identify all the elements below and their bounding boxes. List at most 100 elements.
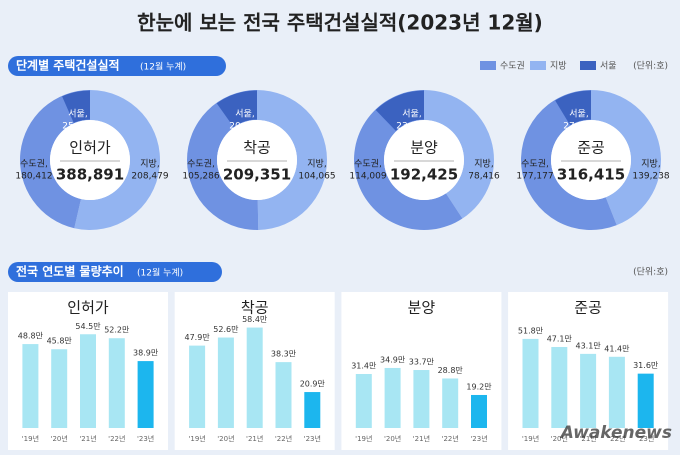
- legend-label: 서울: [600, 61, 617, 72]
- donut-total: 209,351: [223, 166, 291, 184]
- bar: [355, 373, 372, 428]
- bar-value-label: 31.6만: [633, 361, 659, 370]
- slice-name: 수도권,: [354, 158, 382, 170]
- x-tick-label: '23년: [137, 434, 154, 443]
- donut-slice: [375, 90, 424, 131]
- section-note: (12월 누계): [140, 61, 186, 73]
- page-title: 한눈에 보는 전국 주택건설실적(2023년 12월): [137, 11, 543, 35]
- donut-slice: [62, 90, 90, 123]
- bar-value-label: 28.8만: [438, 366, 464, 375]
- slice-value: 139,238: [632, 172, 669, 182]
- slice-name: 지방,: [641, 159, 660, 170]
- x-tick-label: '22년: [108, 434, 125, 443]
- legend-swatch: [580, 61, 596, 70]
- bar-value-label: 54.5만: [75, 322, 101, 331]
- slice-value: 25,567: [62, 122, 94, 132]
- bar: [22, 344, 39, 428]
- legend-swatch: [530, 61, 546, 70]
- bar-value-label: 20.9만: [300, 380, 326, 389]
- panel-title: 착공: [241, 299, 269, 317]
- donut-total: 388,891: [56, 166, 124, 184]
- donut-slice: [555, 90, 591, 126]
- slice-value: 104,065: [298, 172, 335, 182]
- bar-value-label: 48.8만: [18, 332, 44, 341]
- bar-value-label: 33.7만: [409, 358, 435, 367]
- slice-name: 서울,: [68, 109, 87, 120]
- donut-total: 192,425: [390, 166, 458, 184]
- x-tick-label: '20년: [551, 434, 568, 443]
- section-note: (12월 누계): [137, 267, 183, 279]
- donut-center: [551, 120, 631, 200]
- bar-value-label: 52.2만: [104, 326, 130, 335]
- x-tick-label: '20년: [384, 434, 401, 443]
- donut-slice: [19, 89, 91, 229]
- x-tick-label: '23년: [637, 434, 654, 443]
- bar: [471, 394, 487, 428]
- donut-center: [217, 120, 297, 200]
- slice-value: 23,530: [396, 122, 428, 132]
- donut-total: 316,415: [557, 166, 625, 184]
- bar: [51, 349, 68, 428]
- x-tick-label: '20년: [51, 434, 68, 443]
- x-tick-label: '19년: [188, 434, 205, 443]
- x-tick-label: '21년: [579, 434, 596, 443]
- bar-value-label: 38.9만: [133, 349, 159, 358]
- donut-slice: [354, 90, 463, 230]
- bar-value-label: 47.9만: [185, 333, 211, 342]
- x-tick-label: '21년: [246, 434, 263, 443]
- bar-value-label: 45.8만: [47, 337, 73, 346]
- slice-value: 105,286: [182, 172, 219, 182]
- section-pill: [8, 262, 222, 282]
- slice-value: 114,009: [349, 172, 386, 182]
- bar-value-label: 19.2만: [466, 382, 492, 391]
- x-tick-label: '22년: [275, 434, 292, 443]
- panel-title: 인허가: [67, 299, 109, 317]
- donut-slice: [520, 90, 617, 231]
- bar: [137, 361, 154, 428]
- x-tick-label: '20년: [217, 434, 234, 443]
- slice-name: 지방,: [140, 159, 159, 170]
- bar-value-label: 58.4만: [242, 315, 268, 324]
- bar-value-label: 52.6만: [213, 325, 239, 334]
- donut-title: 착공: [243, 139, 271, 157]
- donut-slice: [187, 90, 259, 230]
- bar: [442, 378, 459, 428]
- donut-slice: [74, 90, 160, 230]
- donut-slice: [257, 89, 328, 230]
- bar-value-label: 43.1만: [576, 341, 602, 350]
- donut-center: [384, 120, 464, 200]
- section-heading: 단계별 주택건설실적: [16, 58, 120, 73]
- slice-name: 지방,: [307, 159, 326, 170]
- x-tick-label: '19년: [22, 434, 39, 443]
- x-tick-label: '21년: [79, 434, 96, 443]
- bar-value-label: 47.1만: [547, 334, 573, 343]
- slice-value: 180,412: [15, 172, 52, 182]
- x-tick-label: '19년: [522, 434, 539, 443]
- bar-value-label: 38.3만: [271, 350, 297, 359]
- donut-title: 준공: [577, 139, 605, 157]
- slice-name: 수도권,: [187, 158, 215, 170]
- x-tick-label: '23년: [470, 434, 487, 443]
- bar-value-label: 51.8만: [518, 326, 544, 335]
- bar: [108, 338, 125, 428]
- slice-name: 서울,: [569, 109, 588, 120]
- bar: [275, 362, 292, 428]
- slice-value: 27,277: [563, 122, 595, 132]
- bar-value-label: 34.9만: [380, 355, 406, 364]
- bar-value-label: 31.4만: [351, 361, 377, 370]
- watermark: Awakenews: [559, 423, 672, 443]
- bar: [217, 337, 234, 428]
- unit-label: (단위:호): [633, 267, 668, 278]
- bar: [304, 392, 321, 428]
- legend-swatch: [480, 61, 496, 70]
- bar: [637, 373, 654, 428]
- bar: [608, 356, 625, 428]
- section-pill: [8, 56, 226, 76]
- x-tick-label: '23년: [304, 434, 321, 443]
- bar: [246, 327, 263, 428]
- slice-name: 서울,: [235, 109, 254, 120]
- donut-slice: [591, 90, 661, 226]
- donut-title: 분양: [410, 139, 438, 157]
- bar: [189, 345, 206, 428]
- bar: [522, 338, 539, 428]
